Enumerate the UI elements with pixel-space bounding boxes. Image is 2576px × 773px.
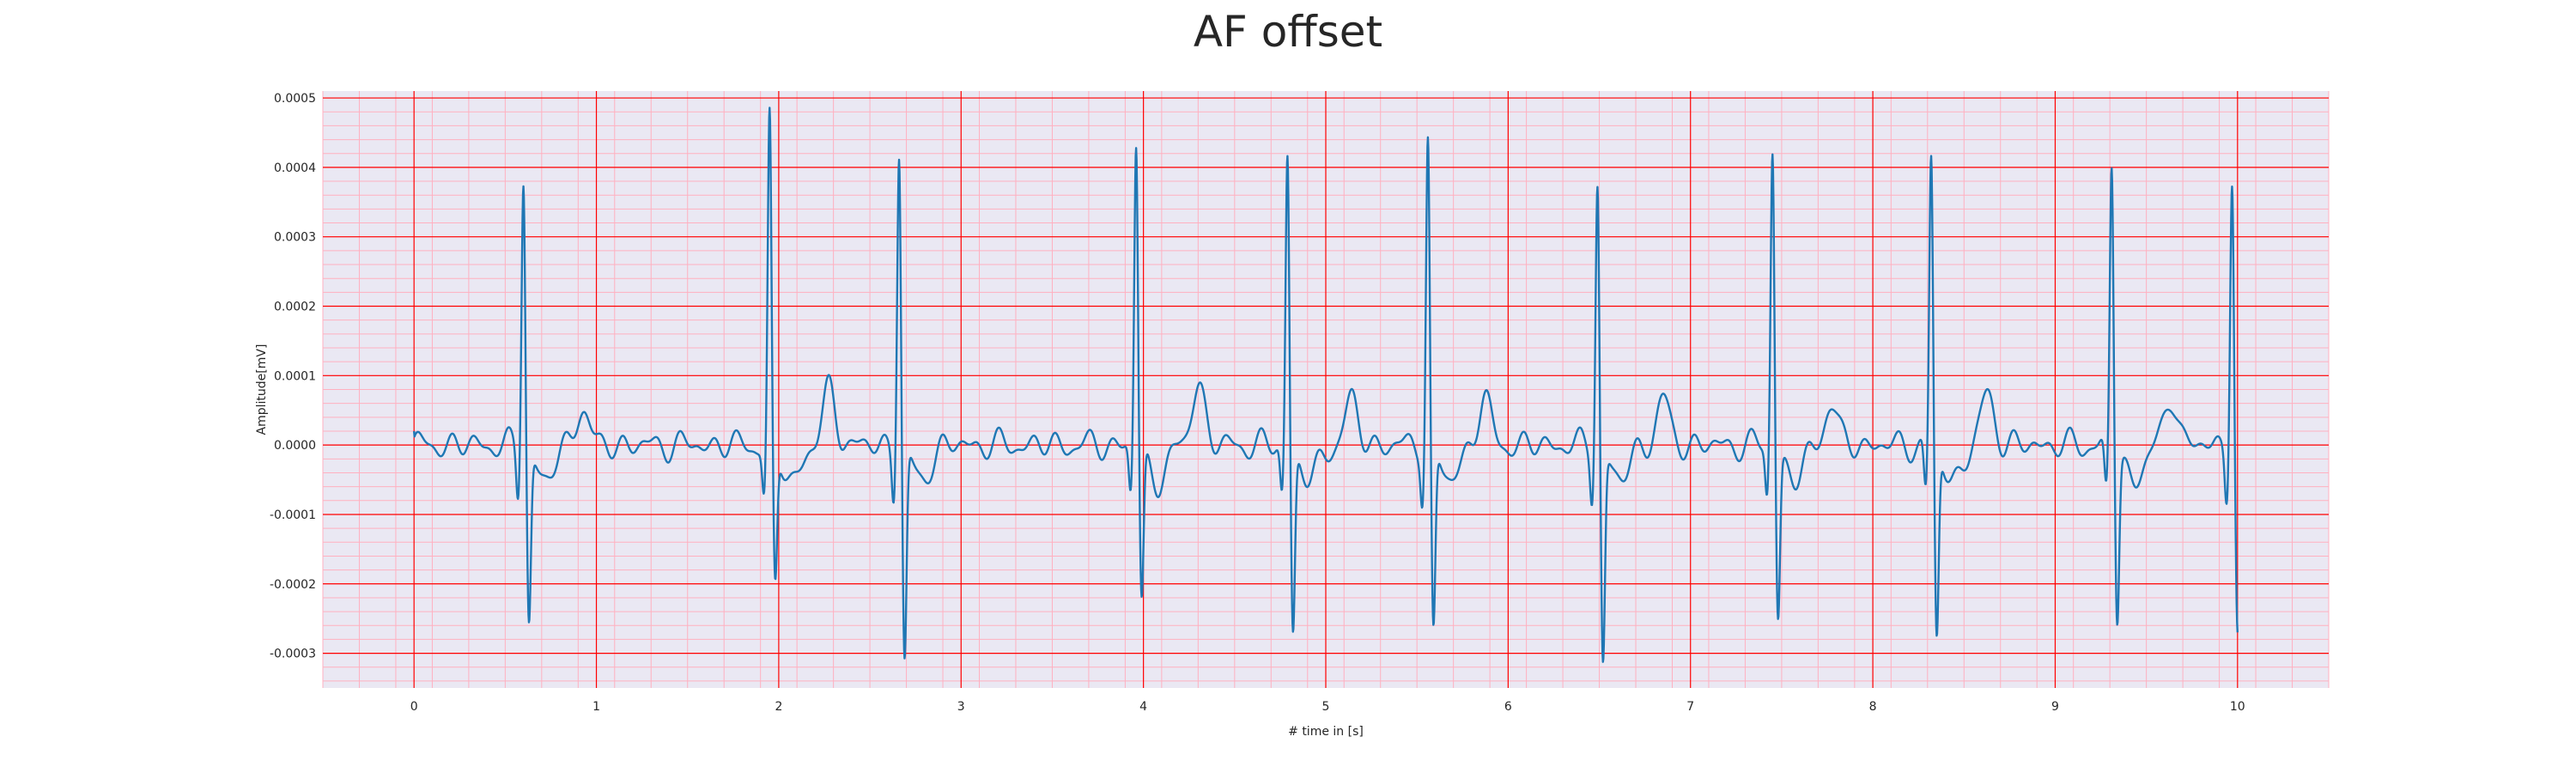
x-tick-label: 3 [957,700,965,714]
y-tick-label: 0.0002 [274,301,316,314]
y-tick-labels: -0.0003 -0.0002 -0.0001 0.0000 0.0001 0.0002 0… [270,92,316,661]
x-tick-label: 4 [1139,700,1147,714]
major-grid [323,91,2329,688]
y-tick-label: 0.0001 [274,369,316,383]
y-tick-label: -0.0001 [270,508,316,522]
chart-title: AF offset [1193,7,1383,57]
x-axis-label: # time in [s] [1288,725,1364,739]
y-tick-label: 0.0003 [274,231,316,245]
x-tick-label: 8 [1869,700,1877,714]
x-tick-label: 7 [1686,700,1694,714]
x-tick-label: 0 [410,700,418,714]
ecg-series-line [412,107,2239,663]
x-tick-labels: 0 1 2 3 4 5 6 7 8 9 10 [410,700,2245,714]
y-tick-label: 0.0000 [274,439,316,453]
y-tick-label: 0.0004 [274,161,316,175]
x-tick-label: 9 [2051,700,2059,714]
x-tick-label: 2 [775,700,782,714]
y-axis-label: Amplitude[mV] [255,344,269,435]
y-tick-label: -0.0003 [270,648,316,661]
y-tick-label: -0.0002 [270,578,316,592]
x-tick-label: 5 [1322,700,1330,714]
y-tick-label: 0.0005 [274,92,316,106]
x-tick-label: 1 [592,700,600,714]
x-tick-label: 10 [2230,700,2245,714]
x-tick-label: 6 [1504,700,1512,714]
